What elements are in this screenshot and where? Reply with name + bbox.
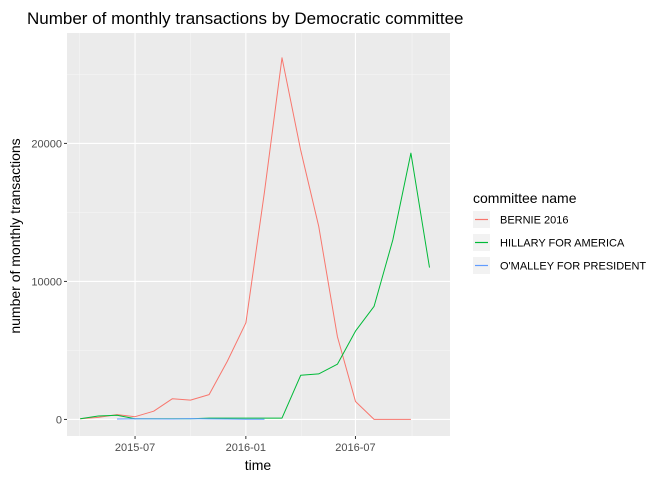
legend-label: O'MALLEY FOR PRESIDENT	[500, 261, 646, 273]
legend-label: BERNIE 2016	[500, 215, 568, 227]
y-axis: 0 10000 20000	[31, 138, 67, 426]
grid-major	[67, 33, 450, 436]
x-tick-label: 2015-07	[115, 442, 155, 454]
x-axis: 2015-07 2016-01 2016-07	[115, 436, 376, 454]
y-tick-label: 20000	[31, 138, 62, 150]
chart-title: Number of monthly transactions by Democr…	[27, 9, 464, 28]
series-lines	[80, 57, 430, 420]
legend: committee name BERNIE 2016 HILLARY FOR AM…	[473, 190, 646, 274]
y-tick-label: 0	[56, 414, 62, 426]
y-tick-label: 10000	[31, 276, 62, 288]
legend-title: committee name	[473, 190, 577, 206]
series-line-0	[80, 57, 411, 420]
y-axis-title: number of monthly transactions	[7, 138, 23, 333]
x-tick-label: 2016-07	[335, 442, 375, 454]
grid-minor	[67, 33, 450, 436]
x-tick-label: 2016-01	[226, 442, 266, 454]
series-line-2	[116, 418, 265, 420]
x-axis-title: time	[245, 457, 272, 473]
legend-label: HILLARY FOR AMERICA	[500, 238, 625, 250]
